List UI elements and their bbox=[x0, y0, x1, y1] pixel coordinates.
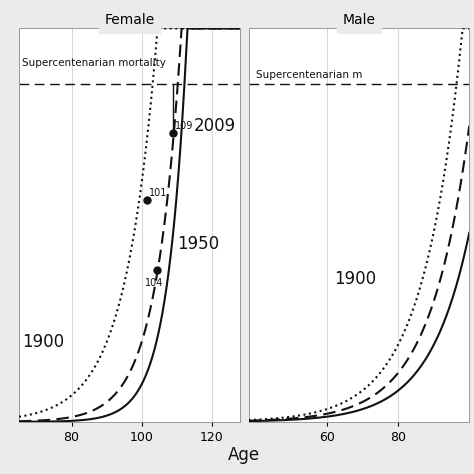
Text: Age: Age bbox=[228, 446, 260, 464]
Text: 101: 101 bbox=[148, 188, 167, 198]
Text: 1950: 1950 bbox=[177, 235, 219, 253]
Text: 1900: 1900 bbox=[334, 270, 376, 288]
Text: 1900: 1900 bbox=[22, 333, 64, 351]
Title: Female: Female bbox=[104, 13, 155, 27]
Text: Supercentenarian m: Supercentenarian m bbox=[255, 70, 362, 80]
Text: 2009: 2009 bbox=[194, 117, 236, 135]
Title: Male: Male bbox=[342, 13, 375, 27]
Text: 104: 104 bbox=[145, 278, 164, 288]
Text: Supercentenarian mortality: Supercentenarian mortality bbox=[22, 58, 166, 68]
Text: 109: 109 bbox=[175, 121, 193, 131]
